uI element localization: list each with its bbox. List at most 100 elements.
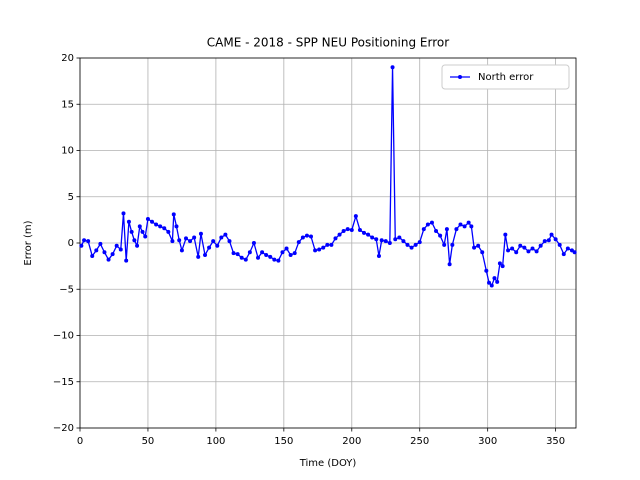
- data-point: [162, 226, 167, 231]
- y-axis-label: Error (m): [23, 220, 34, 265]
- data-point: [215, 243, 220, 248]
- data-point: [223, 232, 228, 237]
- data-point: [506, 248, 511, 253]
- data-point: [196, 254, 201, 259]
- data-point: [179, 248, 184, 253]
- y-tick-label: −20: [53, 423, 74, 434]
- x-tick-label: 150: [274, 436, 293, 447]
- data-point: [462, 224, 467, 229]
- data-point: [188, 239, 193, 244]
- data-point: [379, 238, 384, 243]
- y-tick-label: 0: [68, 238, 74, 249]
- data-point: [82, 238, 87, 243]
- data-point: [387, 241, 392, 245]
- data-point: [329, 242, 334, 247]
- data-point: [425, 222, 430, 227]
- data-point: [413, 242, 418, 247]
- data-point: [98, 241, 103, 246]
- data-point: [313, 248, 318, 253]
- data-point: [458, 222, 463, 227]
- data-point: [390, 65, 395, 70]
- data-point: [542, 239, 547, 244]
- x-tick-label: 100: [206, 436, 225, 447]
- y-tick-label: 5: [68, 192, 74, 203]
- data-point: [243, 257, 248, 262]
- data-point: [454, 227, 459, 232]
- data-point: [374, 237, 379, 242]
- data-point: [526, 249, 531, 254]
- data-point: [480, 250, 485, 255]
- data-point: [90, 253, 95, 258]
- data-point: [444, 227, 449, 232]
- data-point: [487, 280, 492, 285]
- data-point: [231, 251, 236, 256]
- y-tick-label: 15: [61, 99, 74, 110]
- data-point: [572, 250, 577, 255]
- data-point: [514, 250, 519, 255]
- data-point: [219, 235, 224, 240]
- data-point: [561, 252, 566, 257]
- data-point: [476, 243, 481, 248]
- data-point: [135, 243, 140, 248]
- data-line: [80, 67, 576, 287]
- data-point: [251, 241, 256, 245]
- data-point: [497, 261, 502, 266]
- data-point: [362, 230, 367, 235]
- x-tick-label: 300: [478, 436, 497, 447]
- data-point: [325, 242, 330, 247]
- data-point: [280, 250, 285, 255]
- data-point: [357, 228, 362, 233]
- data-point: [401, 239, 406, 244]
- data-point: [370, 235, 375, 240]
- y-tick-label: −15: [53, 377, 74, 388]
- y-tick-label: 10: [61, 146, 74, 157]
- data-point: [484, 268, 489, 273]
- data-point: [417, 240, 422, 245]
- data-point: [345, 227, 350, 232]
- data-point: [492, 276, 497, 281]
- chart-title: CAME - 2018 - SPP NEU Positioning Error: [207, 36, 449, 50]
- data-point: [421, 227, 426, 232]
- data-point: [304, 233, 309, 238]
- data-point: [447, 262, 452, 267]
- data-point: [309, 234, 314, 239]
- data-point: [495, 279, 500, 284]
- data-point: [429, 220, 434, 225]
- data-point: [207, 245, 212, 250]
- data-point: [211, 239, 216, 244]
- legend-label: North error: [478, 72, 534, 83]
- data-point: [466, 220, 471, 225]
- data-point: [522, 245, 527, 250]
- data-point: [472, 245, 477, 250]
- legend-box: [441, 64, 570, 90]
- data-point: [118, 247, 123, 252]
- data-point: [500, 264, 505, 269]
- data-point: [171, 212, 176, 217]
- data-point: [469, 224, 474, 229]
- data-point: [114, 243, 119, 248]
- data-point: [376, 253, 381, 258]
- data-point: [321, 245, 326, 250]
- data-point: [235, 252, 240, 257]
- data-point: [268, 254, 273, 259]
- data-point: [192, 235, 197, 240]
- data-point: [530, 246, 535, 251]
- data-point: [183, 236, 188, 241]
- data-point: [106, 257, 111, 262]
- data-point: [296, 240, 301, 245]
- data-point: [317, 247, 322, 252]
- x-tick-label: 0: [77, 436, 83, 447]
- data-point: [166, 229, 171, 234]
- data-point: [442, 242, 447, 247]
- data-point: [383, 239, 388, 244]
- y-tick-label: −10: [53, 331, 74, 342]
- x-tick-label: 250: [410, 436, 429, 447]
- x-tick-label: 50: [142, 436, 155, 447]
- data-point: [102, 250, 107, 255]
- data-point: [94, 248, 99, 253]
- data-point: [140, 229, 145, 234]
- data-point: [276, 258, 281, 263]
- data-point: [174, 224, 179, 229]
- data-point: [534, 249, 539, 254]
